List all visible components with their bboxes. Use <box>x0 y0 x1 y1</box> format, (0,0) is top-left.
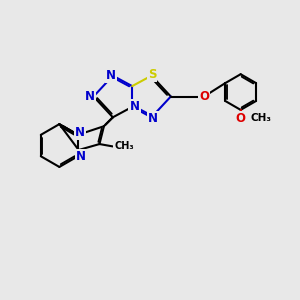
Text: N: N <box>75 126 85 139</box>
Text: S: S <box>148 68 156 81</box>
Text: N: N <box>148 112 158 125</box>
Text: CH₃: CH₃ <box>114 141 134 152</box>
Text: N: N <box>76 150 86 163</box>
Text: O: O <box>236 112 246 125</box>
Text: CH₃: CH₃ <box>250 113 271 123</box>
Text: N: N <box>130 100 140 113</box>
Text: N: N <box>106 69 116 82</box>
Text: O: O <box>199 90 209 103</box>
Text: N: N <box>85 90 95 103</box>
